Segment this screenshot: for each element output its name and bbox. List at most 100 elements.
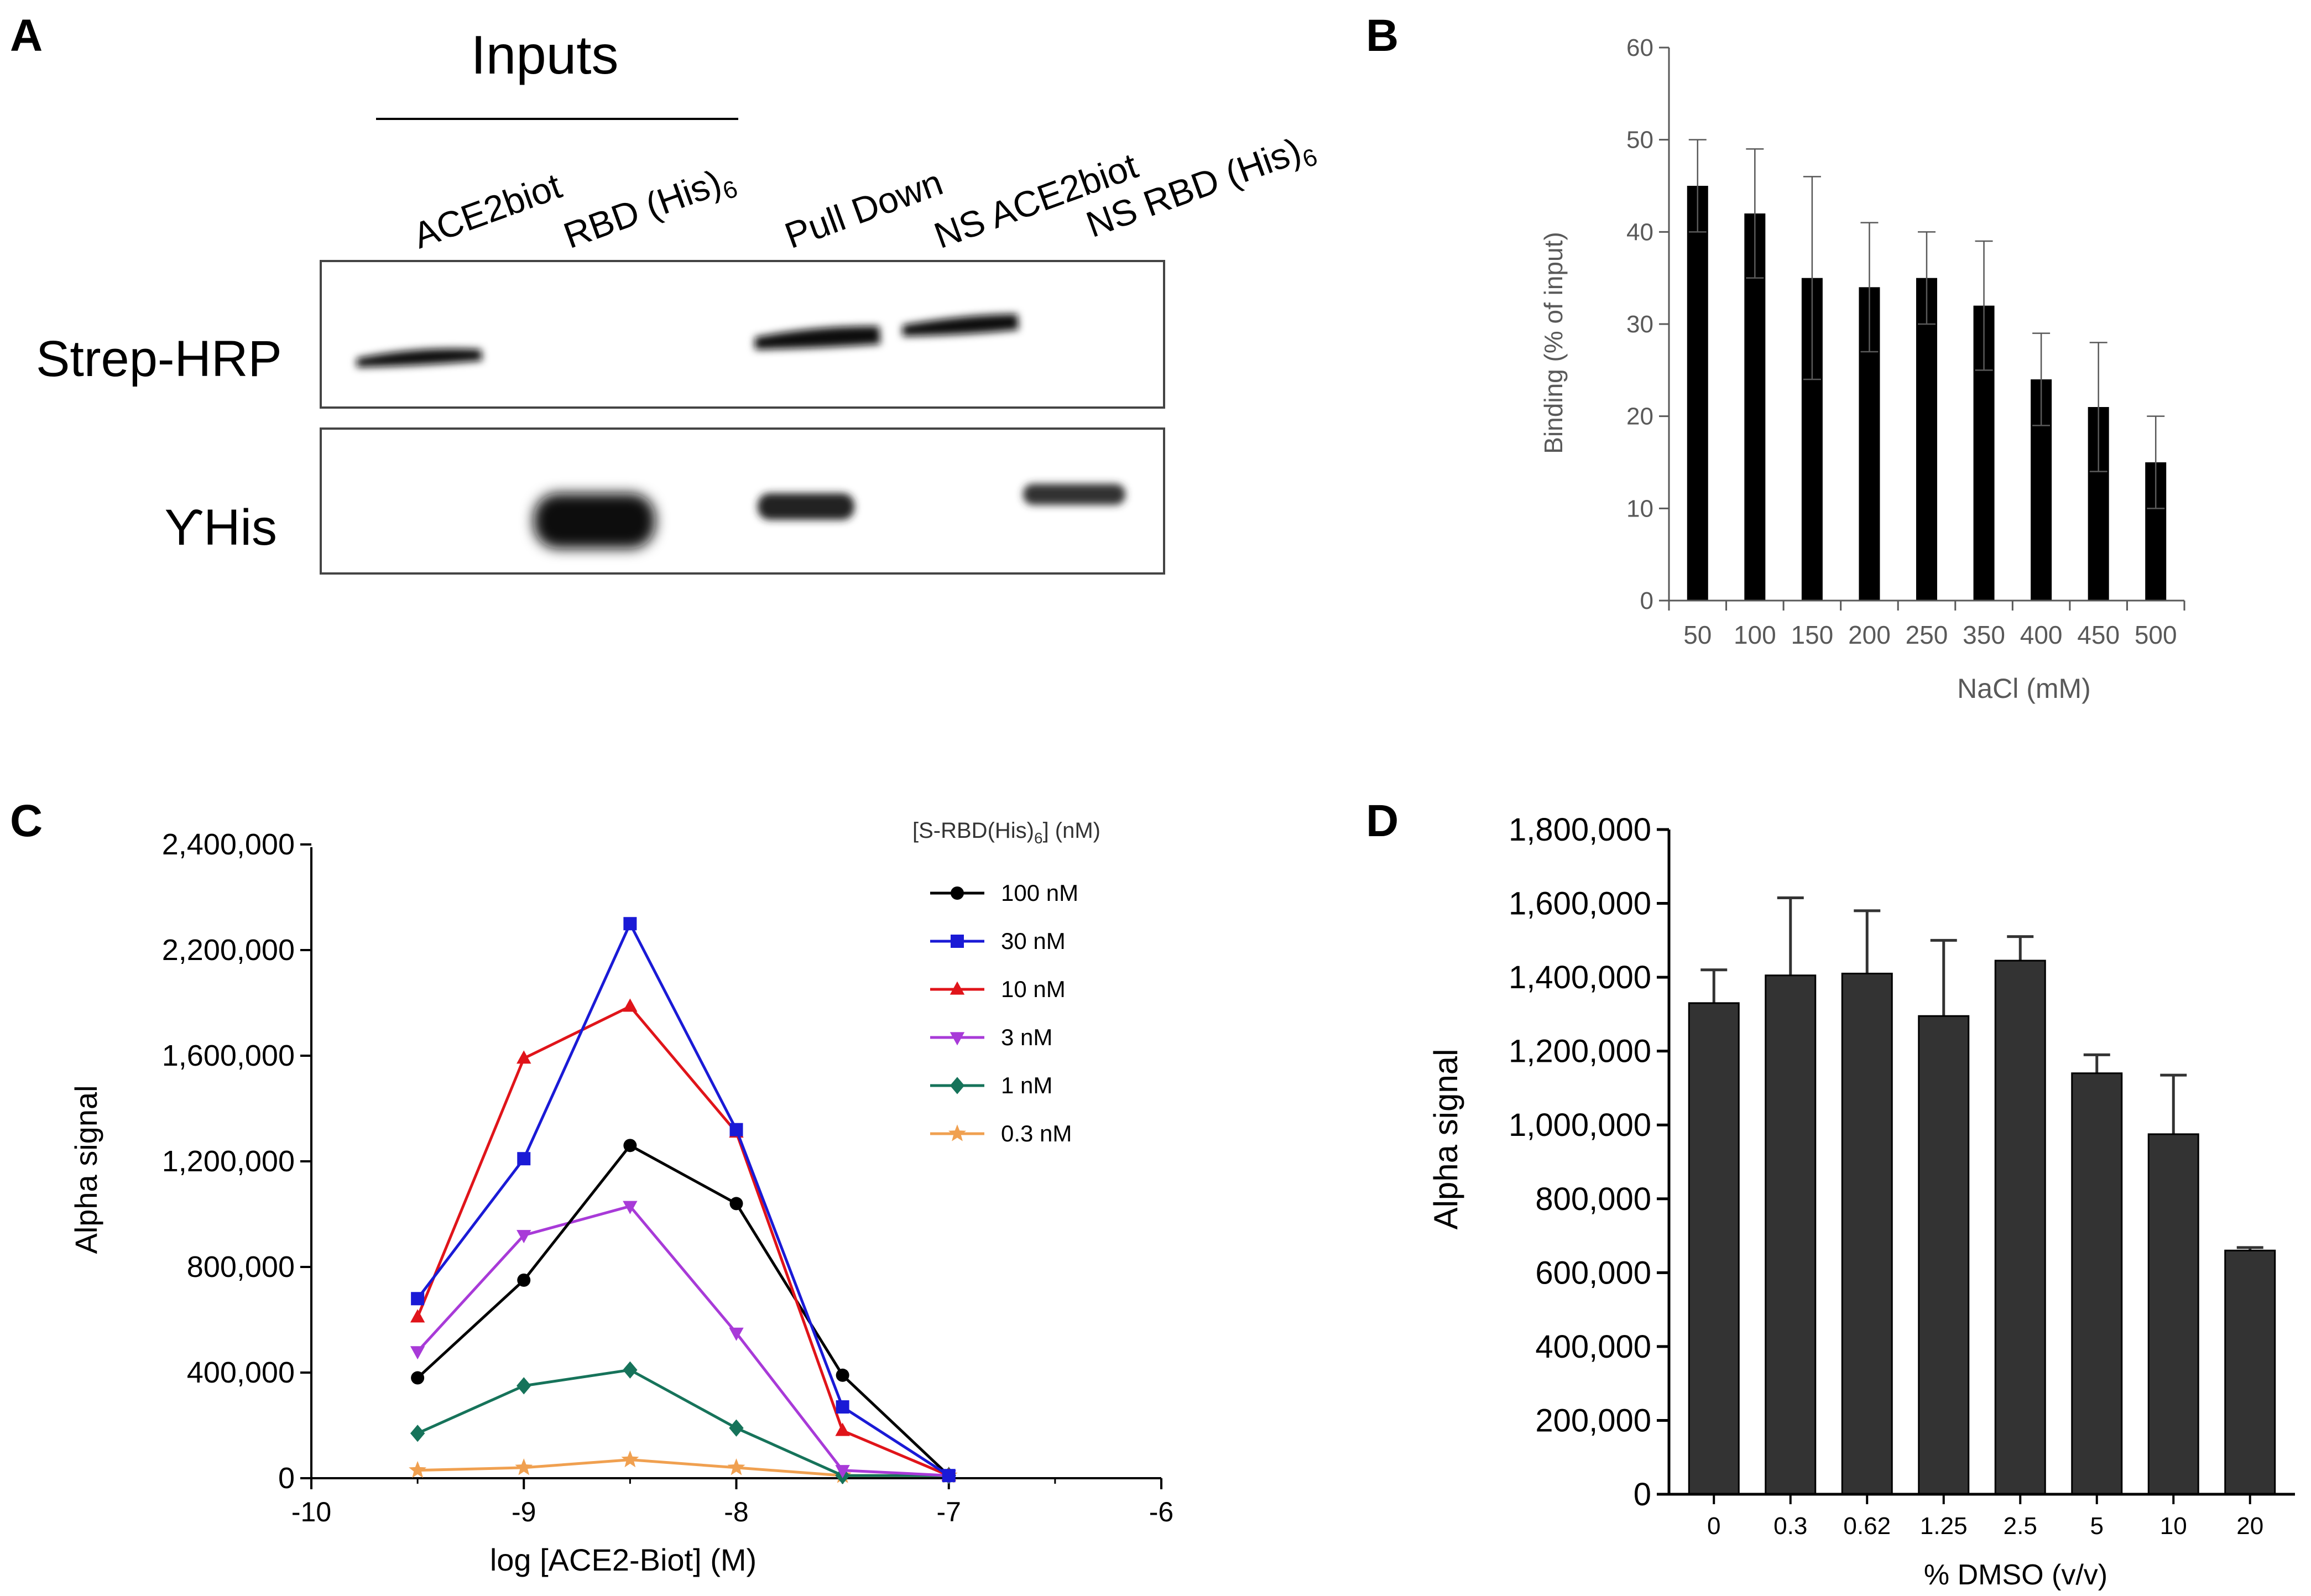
- b-ytick-label: 20: [1626, 403, 1653, 430]
- c-xtick-label: -6: [1149, 1496, 1173, 1527]
- c-data-point: [623, 1361, 638, 1379]
- c-data-point: [729, 1123, 743, 1136]
- c-legend-label: 1 nM: [1001, 1072, 1052, 1098]
- d-ytick-label: 600,000: [1535, 1255, 1651, 1291]
- b-xtick-label: 350: [1963, 620, 2005, 649]
- d-bar: [1994, 959, 2046, 1495]
- d-xtick-label: 10: [2160, 1512, 2187, 1540]
- c-ytick-label: 400,000: [187, 1356, 295, 1389]
- b-ylabel: Binding (% of input): [1539, 232, 1568, 453]
- d-ylabel: Alpha signal: [1427, 1049, 1464, 1230]
- b-xtick-label: 500: [2135, 620, 2177, 649]
- d-ytick-label: 1,000,000: [1509, 1107, 1651, 1143]
- band-his-ns-rbd: [1023, 484, 1125, 505]
- c-legend-item: 3 nM: [930, 1024, 1052, 1050]
- c-series-1-nM: [410, 1361, 956, 1484]
- c-series-line: [418, 1458, 949, 1477]
- panel-c-alpha-line-chart: Alpha signal log [ACE2-Biot] (M) 0 400,00…: [69, 818, 1173, 1577]
- panel-letter-d: D: [1366, 796, 1399, 846]
- c-data-point: [411, 1371, 425, 1385]
- c-xtick-label: -7: [937, 1496, 961, 1527]
- b-ytick-label: 30: [1626, 311, 1653, 338]
- c-legend: [S-RBD(His)6] (nM) 100 nM 30 nM 10 nM 3 nM 1…: [912, 818, 1100, 1146]
- c-xtick-label: -8: [724, 1496, 748, 1527]
- panel-b-nacl-bar-chart: Binding (% of input) NaCl (mM) 0 10 20 30 40…: [1539, 34, 2185, 704]
- c-legend-item: 0.3 nM: [930, 1120, 1072, 1146]
- d-xtick-label: 5: [2090, 1512, 2104, 1540]
- c-series-3-nM: [410, 1201, 956, 1484]
- c-ytick-label: 800,000: [187, 1250, 295, 1284]
- d-xtick-label: 0: [1707, 1512, 1720, 1540]
- c-data-point: [517, 1273, 531, 1287]
- c-legend-item: 30 nM: [930, 928, 1066, 954]
- panel-d-dmso-bar-chart: Alpha signal % DMSO (v/v) 0 200,000 400,00…: [1427, 812, 2295, 1591]
- c-legend-label: 10 nM: [1001, 976, 1066, 1002]
- lane-label-ace2biot: ACE2biot: [408, 165, 566, 256]
- d-ytick-label: 1,200,000: [1509, 1034, 1651, 1070]
- c-ytick-label: 0: [278, 1462, 295, 1495]
- c-data-point: [942, 1469, 956, 1483]
- panel-letter-b: B: [1366, 11, 1399, 61]
- c-series-line: [417, 1368, 949, 1477]
- c-legend-marker: [951, 935, 964, 948]
- b-xtick-label: 50: [1683, 620, 1712, 649]
- c-legend-marker: [950, 981, 965, 995]
- c-xtick-label: -9: [512, 1496, 536, 1527]
- c-data-point: [623, 1201, 638, 1214]
- b-xtick-label: 150: [1791, 620, 1834, 649]
- c-legend-label: 30 nM: [1001, 928, 1066, 954]
- c-series-30-nM: [411, 917, 956, 1483]
- d-xtick-label: 1.25: [1920, 1512, 1968, 1540]
- d-bar: [2147, 1133, 2199, 1495]
- b-ytick-label: 40: [1626, 218, 1653, 246]
- d-bar: [2071, 1072, 2123, 1495]
- c-data-point: [729, 1327, 744, 1341]
- c-legend-label: 0.3 nM: [1001, 1120, 1072, 1146]
- b-ytick-label: 60: [1626, 34, 1653, 61]
- d-xlabel: % DMSO (v/v): [1924, 1559, 2107, 1591]
- c-data-point: [410, 1309, 425, 1323]
- c-legend-title: [S-RBD(His)6] (nM): [912, 818, 1100, 847]
- c-data-point: [410, 1346, 425, 1360]
- b-bar: [1687, 186, 1708, 601]
- c-data-point: [623, 998, 638, 1012]
- c-data-point: [621, 1450, 639, 1468]
- band-strep-ns-ace2biot: [903, 314, 1019, 336]
- panel-a-western-blot: Inputs ACE2biot RBD (His)6 Pull Down NS …: [36, 24, 1321, 575]
- d-xtick-label: 0.3: [1773, 1512, 1807, 1540]
- c-data-point: [727, 1458, 745, 1475]
- c-ylabel: Alpha signal: [69, 1085, 103, 1254]
- d-bar: [1765, 974, 1817, 1495]
- c-legend-item: 10 nM: [930, 976, 1066, 1002]
- blot-label-anti-his: ϒHis: [164, 499, 277, 556]
- c-legend-item: 1 nM: [930, 1072, 1052, 1098]
- d-bar: [2224, 1249, 2276, 1495]
- b-ytick-label: 50: [1626, 127, 1653, 154]
- d-ytick-label: 1,800,000: [1509, 812, 1651, 848]
- b-xtick-label: 450: [2077, 620, 2120, 649]
- c-legend-label: 3 nM: [1001, 1024, 1052, 1050]
- c-data-point: [517, 1050, 531, 1064]
- c-ytick-label: 2,200,000: [162, 933, 295, 967]
- d-bar: [1688, 1002, 1740, 1495]
- d-ytick-label: 0: [1634, 1477, 1651, 1512]
- c-series-line: [416, 1005, 950, 1477]
- c-data-point: [410, 1425, 425, 1442]
- b-xtick-label: 400: [2020, 620, 2063, 649]
- c-legend-marker: [950, 1032, 965, 1046]
- b-xtick-label: 100: [1734, 620, 1776, 649]
- c-series-100-nM: [411, 1139, 956, 1483]
- panel-letter-a: A: [10, 11, 43, 61]
- c-xtick-label: -10: [291, 1496, 331, 1527]
- c-legend-item: 100 nM: [930, 880, 1078, 906]
- c-ytick-label: 1,200,000: [162, 1145, 295, 1178]
- c-xlabel: log [ACE2-Biot] (M): [490, 1542, 757, 1577]
- b-xtick-label: 200: [1848, 620, 1891, 649]
- blot-anti-his: [320, 427, 1165, 575]
- c-data-point: [515, 1458, 533, 1475]
- c-data-point: [836, 1400, 849, 1414]
- blot-label-strep-hrp: Strep-HRP: [36, 331, 282, 387]
- b-xtick-label: 250: [1906, 620, 1948, 649]
- d-bar: [1918, 1015, 1970, 1495]
